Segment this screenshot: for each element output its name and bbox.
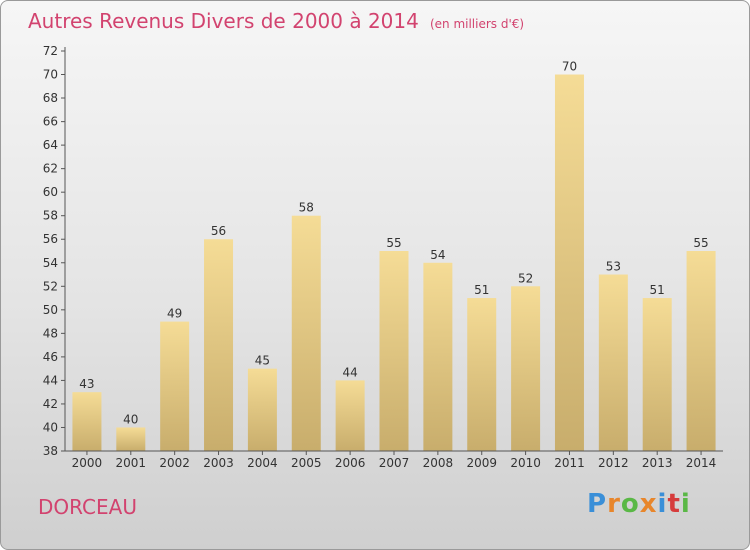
value-label-2011: 70 xyxy=(562,60,577,74)
bar-2011 xyxy=(554,74,584,451)
x-tick-label-2011: 2011 xyxy=(554,456,585,470)
x-tick-label-2002: 2002 xyxy=(159,456,190,470)
value-label-2002: 49 xyxy=(167,307,182,321)
value-label-2006: 44 xyxy=(342,365,357,379)
value-label-2010: 52 xyxy=(518,271,533,285)
bar-2004 xyxy=(247,368,277,451)
bar-2008 xyxy=(423,262,453,451)
brand-letter: x xyxy=(639,489,658,519)
y-tick-label-40: 40 xyxy=(43,420,58,434)
x-tick-label-2013: 2013 xyxy=(642,456,673,470)
bar-2009 xyxy=(467,298,497,451)
y-tick-label-48: 48 xyxy=(43,326,58,340)
x-tick-label-2004: 2004 xyxy=(247,456,278,470)
value-label-2004: 45 xyxy=(255,354,270,368)
y-tick-label-38: 38 xyxy=(43,444,58,458)
bar-2014 xyxy=(686,251,716,451)
value-label-2007: 55 xyxy=(386,236,401,250)
title-unit: (en milliers d'€) xyxy=(429,17,525,31)
y-tick-label-60: 60 xyxy=(43,185,58,199)
brand-letter: P xyxy=(587,489,608,519)
bar-2000 xyxy=(72,392,102,451)
brand-letter: t xyxy=(667,489,681,519)
x-tick-label-2001: 2001 xyxy=(116,456,147,470)
x-tick-label-2012: 2012 xyxy=(598,456,629,470)
value-label-2012: 53 xyxy=(606,260,621,274)
x-tick-label-2005: 2005 xyxy=(291,456,322,470)
brand-letter: i xyxy=(657,489,668,519)
y-tick-label-62: 62 xyxy=(43,162,58,176)
x-tick-label-2006: 2006 xyxy=(335,456,366,470)
y-tick-label-66: 66 xyxy=(43,115,58,129)
x-tick-label-2009: 2009 xyxy=(466,456,497,470)
value-label-2014: 55 xyxy=(693,236,708,250)
y-tick-label-72: 72 xyxy=(43,44,58,58)
y-tick-label-68: 68 xyxy=(43,91,58,105)
y-tick-label-58: 58 xyxy=(43,209,58,223)
value-label-2001: 40 xyxy=(123,412,138,426)
brand-logo: Proxiti xyxy=(587,489,691,519)
location-label: DORCEAU xyxy=(38,495,137,519)
bar-2005 xyxy=(291,215,321,451)
y-tick-label-52: 52 xyxy=(43,279,58,293)
x-tick-label-2008: 2008 xyxy=(423,456,454,470)
x-tick-label-2003: 2003 xyxy=(203,456,234,470)
bar-2007 xyxy=(379,251,409,451)
bar-2013 xyxy=(642,298,672,451)
y-tick-label-56: 56 xyxy=(43,232,58,246)
x-tick-label-2014: 2014 xyxy=(686,456,717,470)
value-label-2005: 58 xyxy=(299,201,314,215)
x-tick-label-2010: 2010 xyxy=(510,456,541,470)
value-label-2013: 51 xyxy=(650,283,665,297)
y-tick-label-50: 50 xyxy=(43,303,58,317)
y-tick-label-42: 42 xyxy=(43,397,58,411)
bar-2010 xyxy=(511,286,541,451)
y-tick-label-44: 44 xyxy=(43,373,58,387)
value-label-2008: 54 xyxy=(430,248,445,262)
y-tick-label-46: 46 xyxy=(43,350,58,364)
value-label-2003: 56 xyxy=(211,224,226,238)
value-label-2000: 43 xyxy=(79,377,94,391)
bar-2003 xyxy=(204,239,234,451)
bar-2006 xyxy=(335,380,365,451)
x-tick-label-2007: 2007 xyxy=(379,456,410,470)
bar-2001 xyxy=(116,427,146,451)
bar-2002 xyxy=(160,321,190,451)
chart-title: Autres Revenus Divers de 2000 à 2014 (en… xyxy=(28,9,524,33)
value-labels-group: 43 40 49 56 45 58 44 55 54 51 52 70 53 51 55 xyxy=(79,60,708,427)
title-main: Autres Revenus Divers de 2000 à 2014 xyxy=(28,9,419,33)
axes-group: 2000 2001 2002 2003 2004 2005 2006 2007 2008 2009… xyxy=(43,44,723,470)
bars-group xyxy=(72,74,716,451)
y-tick-label-70: 70 xyxy=(43,68,58,82)
y-tick-label-54: 54 xyxy=(43,256,58,270)
bar-2012 xyxy=(598,274,628,451)
x-tick-label-2000: 2000 xyxy=(72,456,103,470)
brand-letter: r xyxy=(607,489,621,519)
y-tick-label-64: 64 xyxy=(43,138,58,152)
value-label-2009: 51 xyxy=(474,283,489,297)
brand-letter: o xyxy=(620,489,640,519)
brand-letter: i xyxy=(680,489,691,519)
